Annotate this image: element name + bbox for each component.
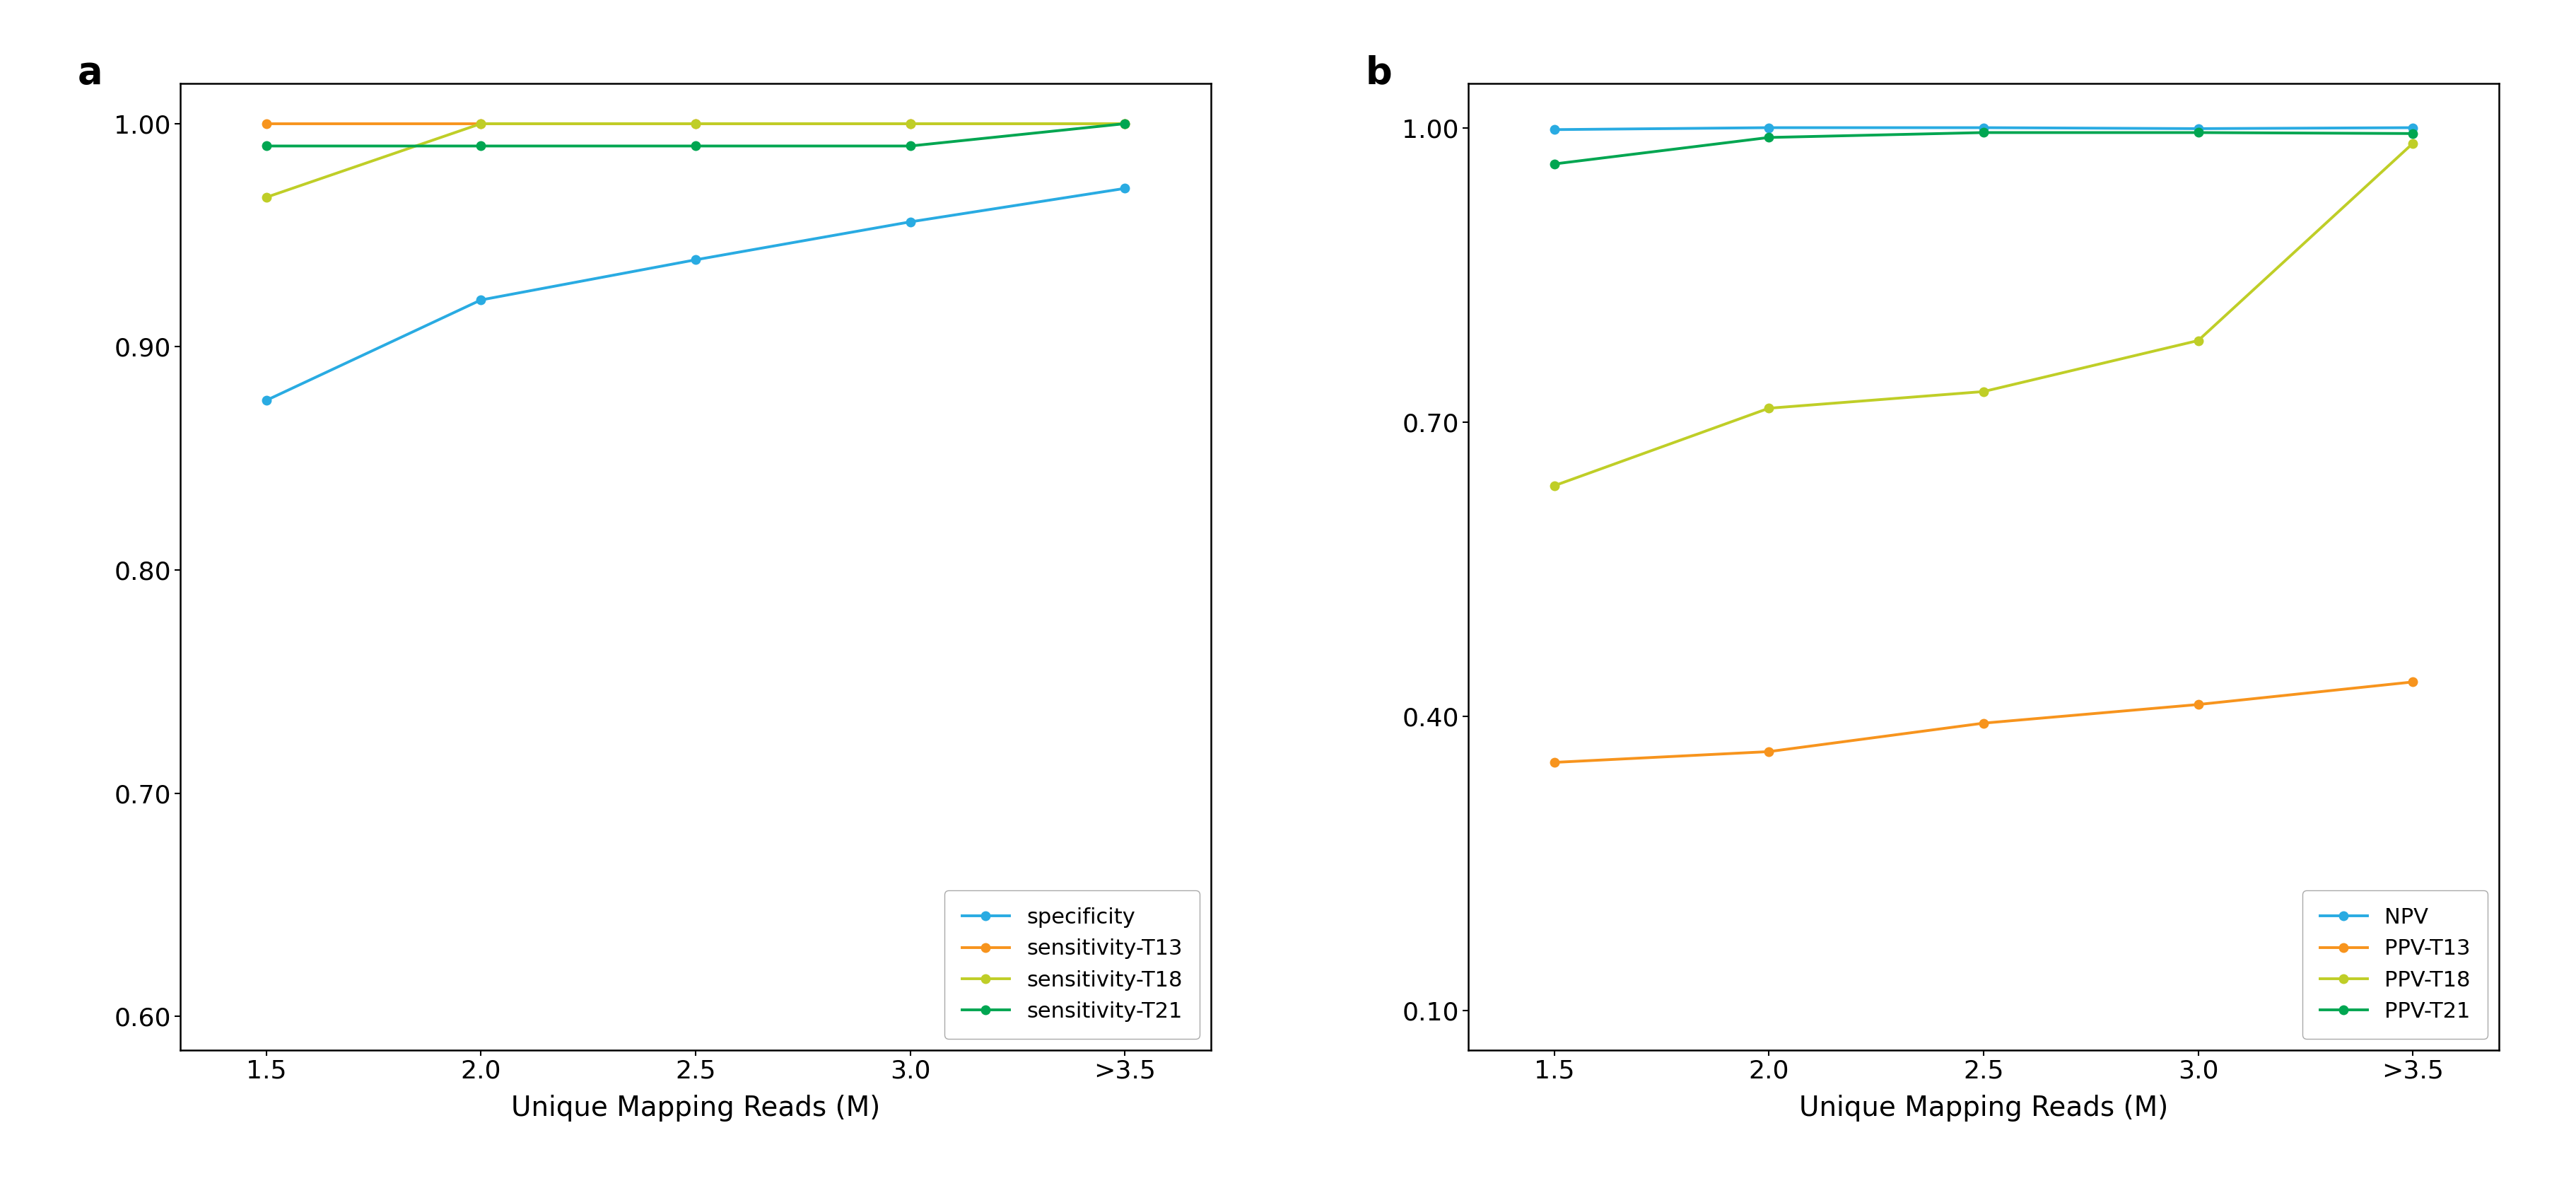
sensitivity-T18 <box>1110 117 1141 131</box>
specificity <box>894 215 925 229</box>
NPV <box>1968 120 1999 135</box>
sensitivity-T13 <box>680 117 711 131</box>
sensitivity-T21 <box>1110 117 1141 131</box>
Text: a: a <box>77 55 103 92</box>
Line: PPV-T18: PPV-T18 <box>1551 138 2416 490</box>
sensitivity-T13 <box>1110 117 1141 131</box>
Text: b: b <box>1365 55 1391 92</box>
PPV-T21 <box>2398 126 2429 141</box>
sensitivity-T21 <box>466 138 497 153</box>
PPV-T13 <box>2398 675 2429 690</box>
NPV <box>2182 122 2213 136</box>
NPV <box>1538 123 1569 137</box>
PPV-T18 <box>2182 333 2213 347</box>
NPV <box>1754 120 1785 135</box>
X-axis label: Unique Mapping Reads (M): Unique Mapping Reads (M) <box>1798 1095 2169 1121</box>
specificity <box>466 292 497 307</box>
Line: specificity: specificity <box>263 184 1128 404</box>
sensitivity-T18 <box>680 117 711 131</box>
sensitivity-T13 <box>894 117 925 131</box>
Line: sensitivity-T21: sensitivity-T21 <box>263 119 1128 150</box>
sensitivity-T21 <box>680 138 711 153</box>
specificity <box>680 253 711 267</box>
PPV-T18 <box>1754 401 1785 415</box>
PPV-T21 <box>1754 130 1785 144</box>
sensitivity-T18 <box>466 117 497 131</box>
NPV <box>2398 120 2429 135</box>
PPV-T13 <box>2182 698 2213 712</box>
PPV-T13 <box>1754 744 1785 759</box>
specificity <box>250 394 281 408</box>
sensitivity-T21 <box>250 138 281 153</box>
Line: sensitivity-T18: sensitivity-T18 <box>263 119 1128 202</box>
Line: sensitivity-T13: sensitivity-T13 <box>263 119 1128 128</box>
sensitivity-T21 <box>894 138 925 153</box>
Line: PPV-T13: PPV-T13 <box>1551 678 2416 767</box>
PPV-T21 <box>1968 125 1999 140</box>
Legend: NPV, PPV-T13, PPV-T18, PPV-T21: NPV, PPV-T13, PPV-T18, PPV-T21 <box>2303 890 2488 1039</box>
PPV-T21 <box>1538 156 1569 171</box>
PPV-T21 <box>2182 125 2213 140</box>
PPV-T18 <box>1968 384 1999 398</box>
PPV-T13 <box>1968 716 1999 730</box>
Line: NPV: NPV <box>1551 123 2416 134</box>
Legend: specificity, sensitivity-T13, sensitivity-T18, sensitivity-T21: specificity, sensitivity-T13, sensitivit… <box>945 890 1200 1039</box>
sensitivity-T13 <box>250 117 281 131</box>
sensitivity-T18 <box>250 190 281 204</box>
sensitivity-T13 <box>466 117 497 131</box>
Line: PPV-T21: PPV-T21 <box>1551 128 2416 168</box>
X-axis label: Unique Mapping Reads (M): Unique Mapping Reads (M) <box>510 1095 881 1121</box>
specificity <box>1110 181 1141 196</box>
PPV-T18 <box>2398 136 2429 150</box>
PPV-T18 <box>1538 478 1569 493</box>
sensitivity-T18 <box>894 117 925 131</box>
PPV-T13 <box>1538 755 1569 769</box>
